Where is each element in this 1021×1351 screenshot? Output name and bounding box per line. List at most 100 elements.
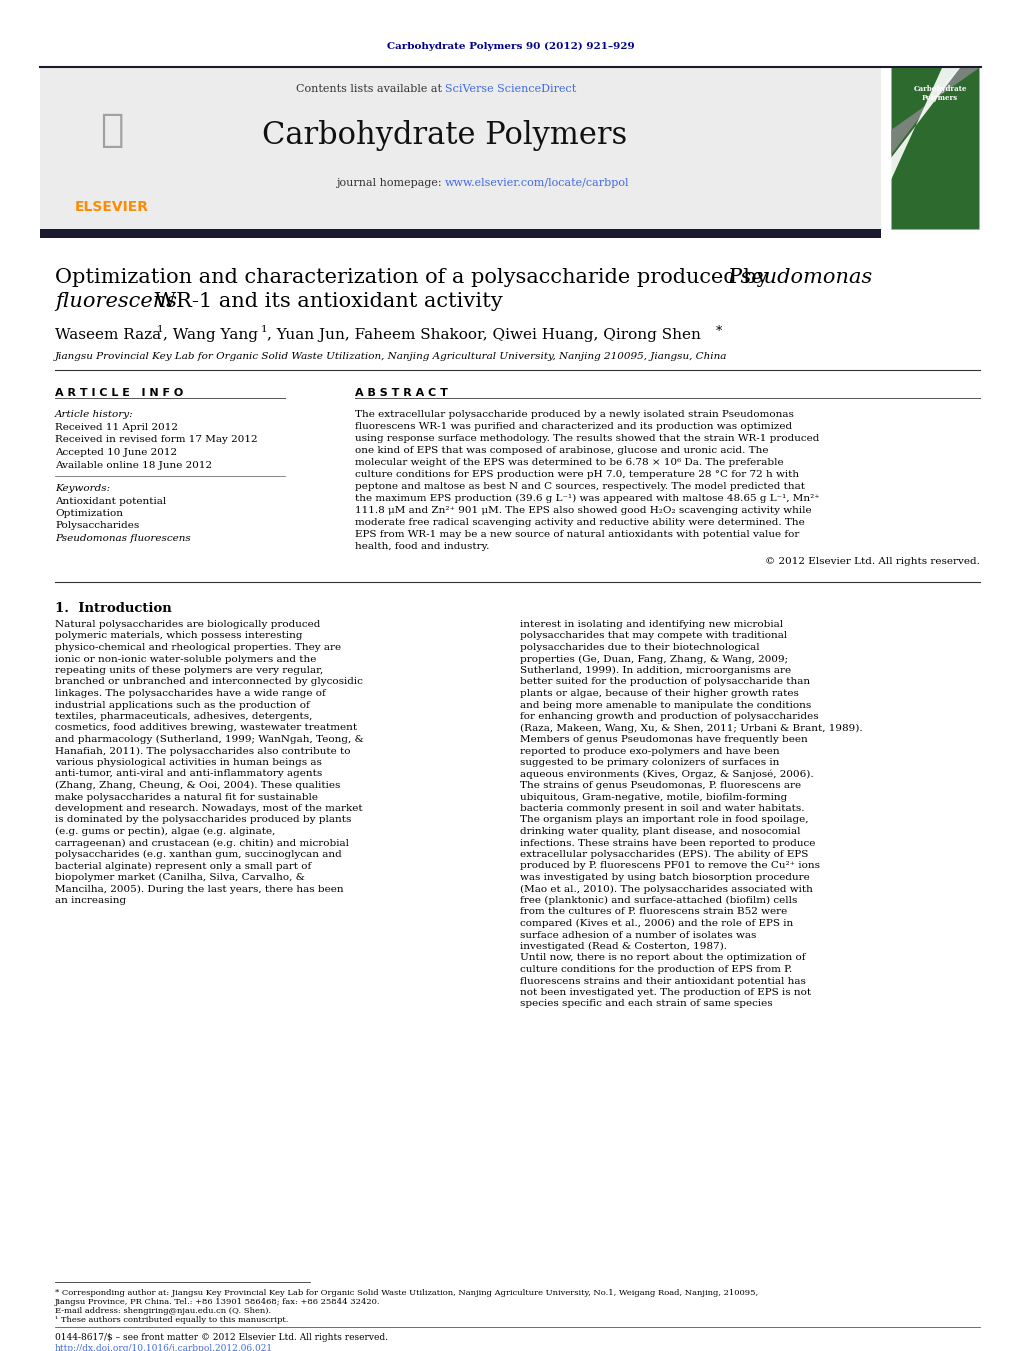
Text: biopolymer market (Canilha, Silva, Carvalho, &: biopolymer market (Canilha, Silva, Carva… — [55, 873, 305, 882]
Text: properties (Ge, Duan, Fang, Zhang, & Wang, 2009;: properties (Ge, Duan, Fang, Zhang, & Wan… — [520, 654, 788, 663]
Text: Mancilha, 2005). During the last years, there has been: Mancilha, 2005). During the last years, … — [55, 885, 344, 893]
Text: E-mail address: shengiring@njau.edu.cn (Q. Shen).: E-mail address: shengiring@njau.edu.cn (… — [55, 1306, 272, 1315]
Text: Pseudomonas: Pseudomonas — [727, 267, 872, 286]
Text: not been investigated yet. The production of EPS is not: not been investigated yet. The productio… — [520, 988, 811, 997]
Text: Optimization: Optimization — [55, 509, 123, 517]
Text: 1: 1 — [261, 326, 268, 334]
Text: ¹ These authors contributed equally to this manuscript.: ¹ These authors contributed equally to t… — [55, 1316, 288, 1324]
Text: (e.g. gums or pectin), algae (e.g. alginate,: (e.g. gums or pectin), algae (e.g. algin… — [55, 827, 276, 836]
Text: polysaccharides due to their biotechnological: polysaccharides due to their biotechnolo… — [520, 643, 760, 653]
Text: aqueous environments (Kives, Orgaz, & Sanjosé, 2006).: aqueous environments (Kives, Orgaz, & Sa… — [520, 770, 814, 780]
Text: Carbohydrate Polymers: Carbohydrate Polymers — [262, 120, 628, 151]
Text: suggested to be primary colonizers of surfaces in: suggested to be primary colonizers of su… — [520, 758, 779, 767]
Text: Hanafiah, 2011). The polysaccharides also contribute to: Hanafiah, 2011). The polysaccharides als… — [55, 747, 350, 755]
Text: Polysaccharides: Polysaccharides — [55, 521, 139, 531]
Text: produced by P. fluorescens PF01 to remove the Cu²⁺ ions: produced by P. fluorescens PF01 to remov… — [520, 862, 820, 870]
Text: was investigated by using batch biosorption procedure: was investigated by using batch biosorpt… — [520, 873, 810, 882]
Text: health, food and industry.: health, food and industry. — [355, 542, 489, 551]
Text: © 2012 Elsevier Ltd. All rights reserved.: © 2012 Elsevier Ltd. All rights reserved… — [765, 557, 980, 566]
Text: Waseem Raza: Waseem Raza — [55, 328, 161, 342]
Text: ELSEVIER: ELSEVIER — [75, 200, 149, 213]
Text: extracellular polysaccharides (EPS). The ability of EPS: extracellular polysaccharides (EPS). The… — [520, 850, 809, 859]
Text: fluorescens strains and their antioxidant potential has: fluorescens strains and their antioxidan… — [520, 977, 806, 985]
Text: Jiangsu Provincial Key Lab for Organic Solid Waste Utilization, Nanjing Agricult: Jiangsu Provincial Key Lab for Organic S… — [55, 353, 727, 361]
Text: ubiquitous, Gram-negative, motile, biofilm-forming: ubiquitous, Gram-negative, motile, biofi… — [520, 793, 787, 801]
Text: bacterial alginate) represent only a small part of: bacterial alginate) represent only a sma… — [55, 862, 311, 870]
Polygon shape — [891, 68, 979, 155]
Bar — [40, 230, 881, 238]
Bar — [40, 68, 185, 230]
Text: A B S T R A C T: A B S T R A C T — [355, 388, 448, 399]
Text: fluorescens WR-1 was purified and characterized and its production was optimized: fluorescens WR-1 was purified and charac… — [355, 422, 792, 431]
Text: ionic or non-ionic water-soluble polymers and the: ionic or non-ionic water-soluble polymer… — [55, 654, 317, 663]
Text: compared (Kives et al., 2006) and the role of EPS in: compared (Kives et al., 2006) and the ro… — [520, 919, 793, 928]
Text: better suited for the production of polysaccharide than: better suited for the production of poly… — [520, 677, 810, 686]
Text: carrageenan) and crustacean (e.g. chitin) and microbial: carrageenan) and crustacean (e.g. chitin… — [55, 839, 349, 847]
Text: plants or algae, because of their higher growth rates: plants or algae, because of their higher… — [520, 689, 798, 698]
Text: free (planktonic) and surface-attached (biofilm) cells: free (planktonic) and surface-attached (… — [520, 896, 797, 905]
Text: Carbohydrate
Polymers: Carbohydrate Polymers — [913, 85, 967, 103]
Text: , Wang Yang: , Wang Yang — [163, 328, 258, 342]
Text: Sutherland, 1999). In addition, microorganisms are: Sutherland, 1999). In addition, microorg… — [520, 666, 791, 676]
Text: (Raza, Makeen, Wang, Xu, & Shen, 2011; Urbani & Brant, 1989).: (Raza, Makeen, Wang, Xu, & Shen, 2011; U… — [520, 724, 863, 732]
Text: an increasing: an increasing — [55, 896, 127, 905]
Text: molecular weight of the EPS was determined to be 6.78 × 10⁶ Da. The preferable: molecular weight of the EPS was determin… — [355, 458, 784, 467]
Text: Contents lists available at: Contents lists available at — [295, 84, 445, 95]
Polygon shape — [891, 68, 960, 180]
Text: physico-chemical and rheological properties. They are: physico-chemical and rheological propert… — [55, 643, 341, 653]
Text: , Yuan Jun, Faheem Shakoor, Qiwei Huang, Qirong Shen: , Yuan Jun, Faheem Shakoor, Qiwei Huang,… — [268, 328, 700, 342]
Text: *: * — [716, 326, 722, 338]
Text: http://dx.doi.org/10.1016/j.carbpol.2012.06.021: http://dx.doi.org/10.1016/j.carbpol.2012… — [55, 1344, 274, 1351]
Text: peptone and maltose as best N and C sources, respectively. The model predicted t: peptone and maltose as best N and C sour… — [355, 482, 805, 490]
Text: various physiological activities in human beings as: various physiological activities in huma… — [55, 758, 322, 767]
Text: make polysaccharides a natural fit for sustainable: make polysaccharides a natural fit for s… — [55, 793, 318, 801]
Text: industrial applications such as the production of: industrial applications such as the prod… — [55, 701, 309, 709]
Text: (Mao et al., 2010). The polysaccharides associated with: (Mao et al., 2010). The polysaccharides … — [520, 885, 813, 893]
Bar — [40, 68, 881, 230]
Text: EPS from WR-1 may be a new source of natural antioxidants with potential value f: EPS from WR-1 may be a new source of nat… — [355, 530, 799, 539]
Text: cosmetics, food additives brewing, wastewater treatment: cosmetics, food additives brewing, waste… — [55, 724, 357, 732]
Text: 🌿: 🌿 — [100, 111, 124, 149]
Text: one kind of EPS that was composed of arabinose, glucose and uronic acid. The: one kind of EPS that was composed of ara… — [355, 446, 769, 455]
Text: polysaccharides (e.g. xanthan gum, succinoglycan and: polysaccharides (e.g. xanthan gum, succi… — [55, 850, 342, 859]
Text: interest in isolating and identifying new microbial: interest in isolating and identifying ne… — [520, 620, 783, 630]
Text: polysaccharides that may compete with traditional: polysaccharides that may compete with tr… — [520, 631, 787, 640]
Text: Members of genus Pseudomonas have frequently been: Members of genus Pseudomonas have freque… — [520, 735, 808, 744]
Text: the maximum EPS production (39.6 g L⁻¹) was appeared with maltose 48.65 g L⁻¹, M: the maximum EPS production (39.6 g L⁻¹) … — [355, 494, 820, 503]
Text: culture conditions for EPS production were pH 7.0, temperature 28 °C for 72 h wi: culture conditions for EPS production we… — [355, 470, 799, 480]
Text: branched or unbranched and interconnected by glycosidic: branched or unbranched and interconnecte… — [55, 677, 362, 686]
Text: 1: 1 — [157, 326, 163, 334]
Text: Optimization and characterization of a polysaccharide produced by: Optimization and characterization of a p… — [55, 267, 775, 286]
Text: from the cultures of P. fluorescens strain B52 were: from the cultures of P. fluorescens stra… — [520, 908, 787, 916]
Text: Until now, there is no report about the optimization of: Until now, there is no report about the … — [520, 954, 806, 962]
Text: moderate free radical scavenging activity and reductive ability were determined.: moderate free radical scavenging activit… — [355, 517, 805, 527]
Text: using response surface methodology. The results showed that the strain WR-1 prod: using response surface methodology. The … — [355, 434, 820, 443]
Text: culture conditions for the production of EPS from P.: culture conditions for the production of… — [520, 965, 792, 974]
Text: Natural polysaccharides are biologically produced: Natural polysaccharides are biologically… — [55, 620, 321, 630]
Text: is dominated by the polysaccharides produced by plants: is dominated by the polysaccharides prod… — [55, 816, 351, 824]
Text: 1.  Introduction: 1. Introduction — [55, 603, 172, 615]
Text: 0144-8617/$ – see front matter © 2012 Elsevier Ltd. All rights reserved.: 0144-8617/$ – see front matter © 2012 El… — [55, 1333, 388, 1342]
Text: Jiangsu Province, PR China. Tel.: +86 13901 586468; fax: +86 25844 32420.: Jiangsu Province, PR China. Tel.: +86 13… — [55, 1298, 381, 1306]
Text: Available online 18 June 2012: Available online 18 June 2012 — [55, 461, 212, 470]
Text: reported to produce exo-polymers and have been: reported to produce exo-polymers and hav… — [520, 747, 780, 755]
Text: development and research. Nowadays, most of the market: development and research. Nowadays, most… — [55, 804, 362, 813]
Text: surface adhesion of a number of isolates was: surface adhesion of a number of isolates… — [520, 931, 757, 939]
Text: drinking water quality, plant disease, and nosocomial: drinking water quality, plant disease, a… — [520, 827, 800, 836]
Bar — [891, 68, 979, 230]
Text: repeating units of these polymers are very regular,: repeating units of these polymers are ve… — [55, 666, 324, 676]
Text: polymeric materials, which possess interesting: polymeric materials, which possess inter… — [55, 631, 302, 640]
Text: for enhancing growth and production of polysaccharides: for enhancing growth and production of p… — [520, 712, 819, 721]
Text: linkages. The polysaccharides have a wide range of: linkages. The polysaccharides have a wid… — [55, 689, 326, 698]
Text: Received 11 April 2012: Received 11 April 2012 — [55, 423, 178, 432]
Text: textiles, pharmaceuticals, adhesives, detergents,: textiles, pharmaceuticals, adhesives, de… — [55, 712, 312, 721]
Text: The extracellular polysaccharide produced by a newly isolated strain Pseudomonas: The extracellular polysaccharide produce… — [355, 409, 794, 419]
Text: species specific and each strain of same species: species specific and each strain of same… — [520, 1000, 773, 1008]
Text: www.elsevier.com/locate/carbpol: www.elsevier.com/locate/carbpol — [445, 178, 630, 188]
Text: Received in revised form 17 May 2012: Received in revised form 17 May 2012 — [55, 435, 257, 444]
Text: Accepted 10 June 2012: Accepted 10 June 2012 — [55, 449, 177, 457]
Text: Antioxidant potential: Antioxidant potential — [55, 497, 166, 505]
Text: * Corresponding author at: Jiangsu Key Provincial Key Lab for Organic Solid Wast: * Corresponding author at: Jiangsu Key P… — [55, 1289, 759, 1297]
Text: The strains of genus Pseudomonas, P. fluorescens are: The strains of genus Pseudomonas, P. flu… — [520, 781, 801, 790]
Text: fluorescens: fluorescens — [55, 292, 177, 311]
